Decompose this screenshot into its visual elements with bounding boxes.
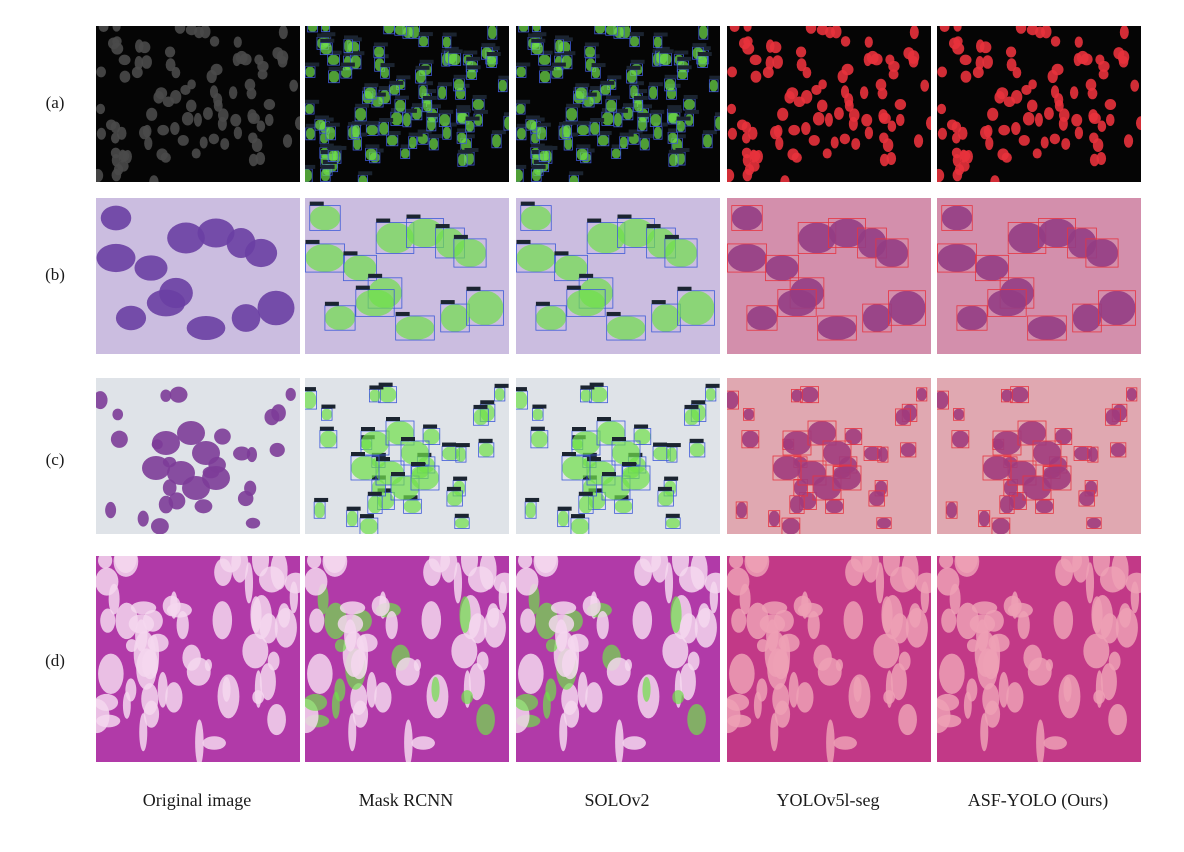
panel-image xyxy=(516,26,720,182)
panel-image xyxy=(96,198,300,354)
col-label-yolov5l-seg: YOLOv5l-seg xyxy=(776,790,880,810)
panel-image xyxy=(727,378,931,534)
row-label-c: (c) xyxy=(45,450,65,469)
panel-image xyxy=(96,378,300,534)
col-label-solov2: SOLOv2 xyxy=(584,790,650,810)
panel-image xyxy=(305,378,509,534)
row-label-a: (a) xyxy=(45,93,65,112)
panel-image xyxy=(727,26,931,182)
panel-image xyxy=(937,556,1141,762)
panel-image xyxy=(727,198,931,354)
panel-image xyxy=(305,556,509,762)
panel-image xyxy=(937,26,1141,182)
panel-image xyxy=(96,26,300,182)
col-label-original: Original image xyxy=(142,790,252,810)
panel-image xyxy=(516,378,720,534)
panel-image xyxy=(305,198,509,354)
panel-image xyxy=(516,198,720,354)
panel-image xyxy=(96,556,300,762)
panel-image xyxy=(516,556,720,762)
col-label-mask-rcnn: Mask RCNN xyxy=(358,790,454,810)
panel-image xyxy=(937,198,1141,354)
panel-image xyxy=(937,378,1141,534)
row-label-d: (d) xyxy=(45,651,65,670)
panel-image xyxy=(305,26,509,182)
panel-image xyxy=(727,556,931,762)
col-label-asf-yolo: ASF-YOLO (Ours) xyxy=(967,790,1109,810)
row-label-b: (b) xyxy=(45,265,65,284)
